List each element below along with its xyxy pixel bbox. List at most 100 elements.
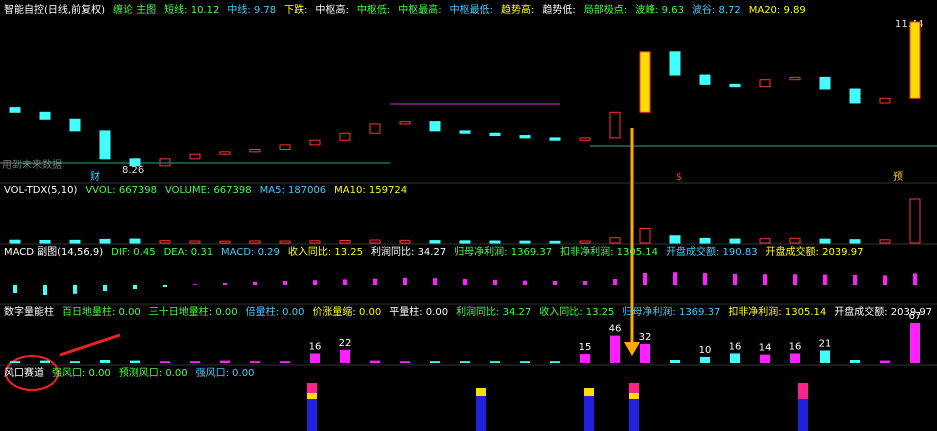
volume-bar — [309, 240, 321, 244]
macd-bar — [163, 285, 167, 287]
header-item: 利润同比: 34.27 — [371, 245, 446, 258]
header-item: 开盘成交额: 2039.97 — [766, 245, 864, 258]
risk-bars — [307, 383, 808, 431]
candle — [279, 144, 291, 151]
macd-bar — [703, 273, 707, 285]
header-item: 价涨量缩: 0.00 — [312, 305, 381, 318]
header-item: 百日地量柱: 0.00 — [62, 305, 141, 318]
header-item: 波谷: 8.72 — [692, 3, 741, 16]
tag: $ — [676, 172, 682, 183]
signal-bar — [70, 361, 80, 363]
signal-label: 32 — [639, 332, 652, 343]
candle — [789, 76, 801, 81]
macd-bar — [13, 285, 17, 293]
macd-bar — [253, 281, 257, 285]
volume-bar — [669, 235, 681, 244]
signal-label: 15 — [579, 342, 592, 353]
volume-bar — [219, 240, 231, 244]
candle — [879, 97, 891, 104]
header-item: VOL-TDX(5,10) — [4, 185, 77, 196]
candle — [759, 79, 771, 88]
volume-bar — [129, 238, 141, 244]
volume-bar — [879, 239, 891, 244]
header-item: 利润同比: 34.27 — [456, 305, 531, 318]
candle — [519, 135, 531, 139]
signal-bar — [760, 354, 770, 363]
volume-bar — [459, 240, 471, 244]
candle — [129, 158, 141, 167]
candle — [669, 51, 681, 76]
signal-bar — [40, 360, 50, 363]
header-item: 强风口: 0.00 — [52, 367, 111, 379]
candle — [99, 130, 111, 160]
header-item: 下跌: — [284, 3, 307, 16]
low-label: 8.26 — [122, 165, 144, 176]
volume-bar — [39, 239, 51, 244]
candle — [9, 107, 21, 113]
header-item: 中枢最高: — [398, 3, 441, 16]
macd-bar — [283, 281, 287, 285]
signal-label: 46 — [609, 324, 622, 335]
macd-bar — [43, 285, 47, 295]
candle — [429, 121, 441, 132]
signal-bar — [340, 349, 350, 363]
macd-bar — [193, 284, 197, 285]
header-item: 趋势高: — [501, 3, 534, 16]
signal-bar — [310, 353, 320, 363]
macd-bar — [493, 279, 497, 285]
candle — [159, 158, 171, 167]
candle — [849, 88, 861, 104]
candle — [339, 132, 351, 141]
candle — [249, 149, 261, 153]
header-item: MA5: 187006 — [260, 185, 327, 196]
macd-bar — [223, 283, 227, 285]
signal-bar — [160, 361, 170, 363]
signal-bar — [460, 361, 470, 363]
signal-bar — [730, 353, 740, 363]
header-item: 数字量能柱 — [4, 305, 54, 318]
volume-bar — [549, 240, 561, 244]
macd-bar — [343, 279, 347, 285]
candle — [399, 121, 411, 125]
candle — [819, 76, 831, 90]
signal-bar — [580, 354, 590, 363]
header-item: 智能自控(日线,前复权) — [4, 3, 105, 16]
macd-bar — [103, 285, 107, 291]
separators — [0, 182, 937, 366]
signal-label: 16 — [789, 341, 802, 352]
candle — [189, 153, 201, 160]
signal-bar — [550, 361, 560, 363]
macd-bar — [373, 278, 377, 285]
candle — [309, 139, 321, 146]
volume-bar — [699, 237, 711, 244]
macd-bar — [673, 272, 677, 285]
macd-bar — [613, 279, 617, 285]
macd-bar — [433, 278, 437, 285]
tag: 财 — [90, 170, 100, 183]
macd-bar — [523, 280, 527, 285]
volume-bar — [399, 239, 411, 244]
volume-bar — [9, 239, 21, 244]
macd-bar — [73, 285, 77, 294]
header-item: MA20: 9.89 — [749, 5, 806, 16]
volume-bar — [579, 240, 591, 244]
header-item: DEA: 0.31 — [164, 247, 214, 258]
signal-bar — [850, 360, 860, 363]
candle — [369, 123, 381, 134]
candle — [729, 83, 741, 88]
candle — [39, 111, 51, 120]
signal-label: 14 — [759, 343, 772, 354]
volume-bar — [819, 238, 831, 244]
candle — [69, 118, 81, 132]
volume-bar — [159, 240, 171, 244]
macd-bar — [463, 279, 467, 285]
header-item: MA10: 159724 — [334, 185, 407, 196]
header-item: 缠论 主图 — [113, 3, 156, 16]
signal-bar — [610, 335, 620, 363]
header-item: 扣非净利润: 1305.14 — [728, 305, 826, 318]
macd-bar — [133, 285, 137, 289]
candle — [219, 151, 231, 155]
macd-bar — [763, 274, 767, 285]
candle — [609, 111, 621, 139]
